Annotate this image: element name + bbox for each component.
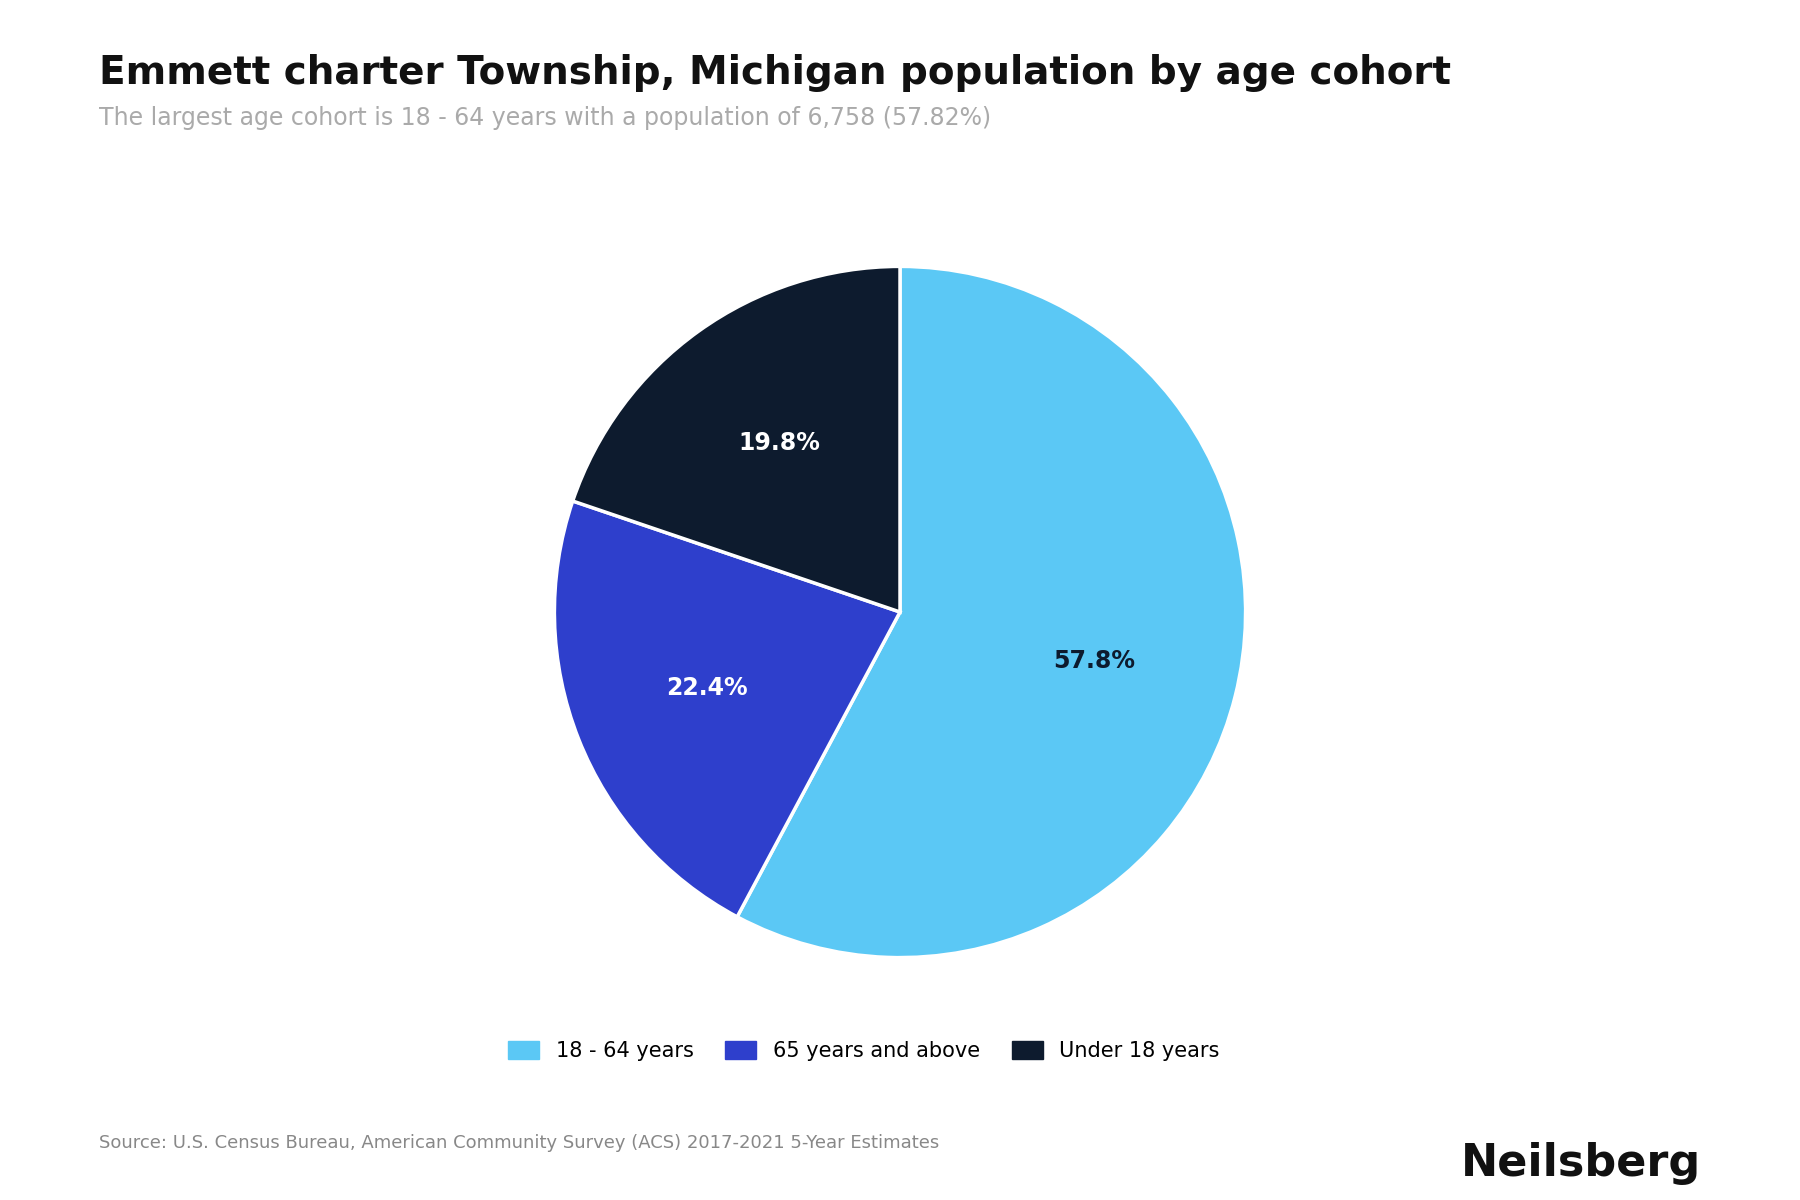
Text: Emmett charter Township, Michigan population by age cohort: Emmett charter Township, Michigan popula… bbox=[99, 54, 1451, 92]
Text: 19.8%: 19.8% bbox=[738, 432, 821, 456]
Text: Source: U.S. Census Bureau, American Community Survey (ACS) 2017-2021 5-Year Est: Source: U.S. Census Bureau, American Com… bbox=[99, 1134, 940, 1152]
Text: 57.8%: 57.8% bbox=[1053, 649, 1136, 673]
Legend: 18 - 64 years, 65 years and above, Under 18 years: 18 - 64 years, 65 years and above, Under… bbox=[500, 1032, 1228, 1069]
Wedge shape bbox=[738, 266, 1246, 958]
Text: Neilsberg: Neilsberg bbox=[1462, 1142, 1701, 1186]
Text: The largest age cohort is 18 - 64 years with a population of 6,758 (57.82%): The largest age cohort is 18 - 64 years … bbox=[99, 106, 992, 130]
Text: 22.4%: 22.4% bbox=[666, 677, 749, 701]
Wedge shape bbox=[572, 266, 900, 612]
Wedge shape bbox=[554, 502, 900, 917]
